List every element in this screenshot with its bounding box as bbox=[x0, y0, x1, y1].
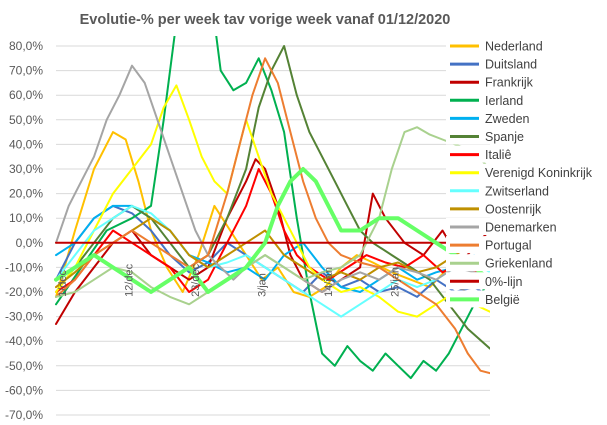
legend-background bbox=[446, 272, 596, 290]
legend-label: Griekenland bbox=[485, 257, 552, 271]
y-tick-label: -10,0% bbox=[5, 260, 43, 274]
legend: Nederland Duitsland Frankrijk Ierland Zweden… bbox=[446, 37, 596, 308]
x-tick-label: 23/dec bbox=[190, 263, 202, 297]
series-line-0 bbox=[55, 131, 490, 298]
series-lines bbox=[54, 36, 490, 380]
legend-background bbox=[446, 218, 596, 235]
x-tick-label: 3/jan bbox=[257, 273, 269, 297]
y-tick-label: 80,0% bbox=[9, 39, 43, 53]
series-line-8 bbox=[55, 204, 490, 318]
x-tick-label: 25/jan bbox=[390, 267, 402, 297]
series-line-11 bbox=[55, 57, 490, 375]
legend-label: Zweden bbox=[485, 112, 530, 126]
legend-label: Italiê bbox=[485, 148, 511, 162]
y-tick-label: -70,0% bbox=[5, 408, 43, 422]
legend-label: Denemarken bbox=[485, 221, 557, 235]
chart-title: Evolutie-% per week tav vorige week vana… bbox=[80, 12, 451, 28]
legend-label: Zwitserland bbox=[485, 184, 549, 198]
legend-label: België bbox=[485, 293, 520, 307]
legend-background bbox=[446, 163, 596, 181]
legend-background bbox=[446, 145, 596, 163]
legend-background bbox=[446, 254, 596, 272]
legend-background bbox=[446, 127, 596, 145]
legend-background bbox=[446, 199, 596, 217]
y-tick-label: 50,0% bbox=[9, 113, 43, 127]
y-tick-label: 20,0% bbox=[9, 187, 43, 201]
series-line-14 bbox=[54, 167, 490, 294]
y-tick-label: -60,0% bbox=[5, 383, 43, 397]
series-line-4 bbox=[55, 204, 490, 293]
y-tick-label: 30,0% bbox=[9, 162, 43, 176]
legend-background bbox=[446, 91, 596, 109]
legend-label: 0%-lijn bbox=[485, 275, 523, 289]
legend-background bbox=[446, 109, 596, 127]
legend-label: Oostenrijk bbox=[485, 202, 542, 216]
legend-background bbox=[446, 73, 596, 91]
y-axis-ticks: 80,0% 70,0% 60,0% 50,0% 40,0% 30,0% 20,0% 10,0%… bbox=[5, 39, 43, 422]
legend-label: Duitsland bbox=[485, 58, 537, 72]
legend-label: Verenigd Koninkrijk bbox=[485, 166, 593, 180]
series-line-12 bbox=[55, 126, 490, 306]
legend-background bbox=[446, 236, 596, 254]
legend-label: Nederland bbox=[485, 40, 543, 54]
y-tick-label: -20,0% bbox=[5, 285, 43, 299]
y-tick-label: 60,0% bbox=[9, 88, 43, 102]
y-tick-label: -30,0% bbox=[5, 310, 43, 324]
y-tick-label: 10,0% bbox=[9, 211, 43, 225]
series-line-10 bbox=[55, 64, 490, 293]
y-tick-label: -50,0% bbox=[5, 359, 43, 373]
legend-background bbox=[446, 55, 596, 73]
y-tick-label: -40,0% bbox=[5, 334, 43, 348]
y-tick-label: 70,0% bbox=[9, 64, 43, 78]
series-line-5 bbox=[55, 45, 490, 350]
legend-label: Spanje bbox=[485, 130, 524, 144]
x-tick-label: 1/dec bbox=[57, 270, 69, 297]
y-tick-label: 0,0% bbox=[16, 236, 44, 250]
series-line-7 bbox=[55, 84, 490, 318]
y-tick-label: 40,0% bbox=[9, 137, 43, 151]
legend-label: Frankrijk bbox=[485, 76, 534, 90]
x-tick-label: 14/jan bbox=[323, 267, 335, 297]
legend-background bbox=[446, 37, 596, 54]
legend-background bbox=[446, 181, 596, 199]
x-tick-label: 12/dec bbox=[124, 263, 136, 297]
legend-label: Portugal bbox=[485, 239, 532, 253]
legend-background bbox=[446, 290, 596, 308]
legend-label: Ierland bbox=[485, 94, 523, 108]
